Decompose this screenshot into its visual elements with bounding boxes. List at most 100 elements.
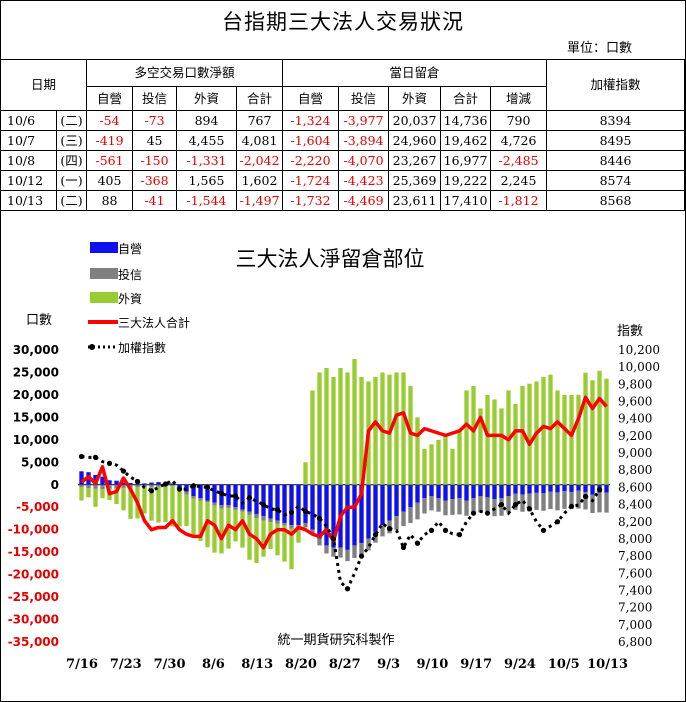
y2-tick-label: 7,000 [618,618,652,632]
page-title: 台指期三大法人交易狀況 [222,10,464,34]
chart-footer: 統一期貨研究科製作 [277,632,394,648]
bar-trust [485,497,490,514]
bar-trust [527,493,532,512]
bar-trust [450,499,455,515]
y-tick-label: -5,000 [16,500,59,514]
bar-foreign [450,448,455,485]
table-row: 10/12 (一) 405 -368 1,565 1,602 -1,724 -4,423 25,… [0,170,685,191]
bar-trust [303,522,308,528]
index-point [512,501,519,508]
bar-dealer [590,484,595,495]
value-cell: -4,469 [338,190,390,211]
bar-foreign [422,448,427,485]
data-table: 日期 多空交易口數淨額 當日留倉 加權指數 自營 投信 外資 合計 自營 投信 外資 合計 增減… [0,59,685,211]
date-cell: 10/6 [0,110,57,131]
bar-dealer [156,482,161,485]
value-cell: 767 [236,110,284,131]
value-cell: -3,977 [338,110,390,131]
y2-tick-label: 8,200 [618,515,652,529]
index-point [498,501,505,508]
value-cell: -1,604 [282,130,340,151]
value-cell: -1,812 [490,190,548,211]
bar-dealer [513,484,518,494]
bar-trust [289,525,294,529]
bar-foreign [576,394,581,485]
value-cell: 894 [176,110,238,131]
index-point [386,526,393,532]
x-tick-label: 8/27 [329,657,361,672]
bar-foreign [79,487,84,501]
bar-trust [79,484,84,488]
index-point [428,527,435,533]
index-point [302,508,309,515]
bar-foreign [359,376,364,485]
index-point [78,453,85,460]
total-line [80,395,608,550]
value-cell: -2,220 [282,150,340,171]
bar-foreign [128,487,133,519]
bar-foreign [527,383,532,485]
bar-foreign [492,399,497,485]
index-line [81,455,607,592]
y2-tick-label: 7,200 [618,601,652,615]
bar-trust [415,502,420,520]
column-header: 外資 [176,86,238,111]
bar-trust [422,498,427,514]
bar-trust [604,492,609,513]
weekday-cell: (一) [55,170,88,191]
bar-trust [401,511,406,527]
index-cell: 8394 [546,110,685,131]
bar-foreign [457,430,462,485]
x-tick-label: 9/10 [416,657,448,672]
bar-trust [254,513,259,519]
bar-dealer [387,484,392,521]
value-cell: 405 [86,170,134,191]
bar-dealer [569,484,574,492]
bar-foreign [590,380,595,485]
bar-trust [408,507,413,523]
value-cell: -150 [132,150,178,171]
x-tick-label: 8/13 [241,657,273,672]
bar-dealer [303,484,308,523]
bar-foreign [394,372,399,485]
bar-trust [562,491,567,509]
y-tick-label: -20,000 [8,568,59,582]
bar-dealer [443,484,448,501]
column-header: 自營 [86,86,134,111]
y2-tick-label: 10,200 [618,343,660,357]
bar-dealer [359,484,364,544]
index-point [526,506,533,512]
bar-dealer [324,484,329,546]
y2-tick-label: 9,400 [618,412,652,426]
bar-trust [331,547,336,557]
bar-dealer [205,484,210,501]
bar-foreign [513,403,518,485]
index-point [316,515,323,521]
bar-trust [338,547,343,558]
index-point [372,532,379,538]
bar-dealer [429,484,434,496]
bar-dealer [289,484,294,526]
bar-dealer [464,484,469,501]
index-point [218,490,225,497]
value-cell: -41 [132,190,178,211]
bar-foreign [555,390,560,485]
y-tick-label: 30,000 [13,343,59,357]
date-cell: 10/7 [0,130,57,151]
bar-foreign [198,500,203,541]
value-cell: -73 [132,110,178,131]
bar-foreign [289,528,294,570]
bar-foreign [233,509,238,542]
bar-dealer [121,482,126,485]
bar-dealer [408,484,413,508]
value-cell: 4,455 [176,130,238,151]
bar-foreign [415,417,420,485]
x-tick-label: 9/3 [377,657,400,672]
bar-trust [282,522,287,526]
index-point [414,540,421,546]
bar-dealer [296,484,301,526]
date-cell: 10/13 [0,190,57,211]
index-point [596,487,603,493]
bar-dealer [485,484,490,498]
value-cell: 45 [132,130,178,151]
